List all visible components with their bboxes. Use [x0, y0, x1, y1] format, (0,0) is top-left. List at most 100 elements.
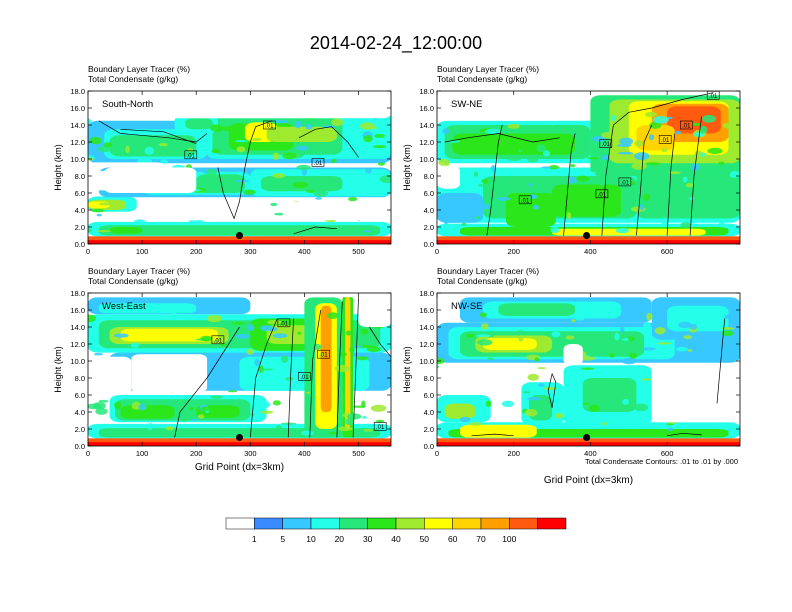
y-tick-label: 6.0 [75, 189, 85, 198]
shade-speck [645, 162, 661, 166]
shade-speck [688, 197, 695, 201]
contour-label-box [184, 150, 198, 160]
shade-speck [296, 164, 311, 171]
clear-region [437, 293, 652, 298]
shade-speck [97, 146, 111, 153]
shade-speck [213, 322, 226, 328]
contour-line [486, 124, 503, 236]
contour-line [309, 309, 322, 438]
contour-line [444, 133, 560, 143]
shade-speck [272, 400, 281, 406]
shade-speck [272, 173, 286, 179]
clear-region [651, 365, 740, 423]
shade-speck [202, 171, 208, 174]
contour-line [298, 126, 359, 158]
shade-speck [91, 209, 105, 213]
shade-speck [362, 230, 372, 233]
subtitle-tracer: Boundary Layer Tracer (%) [437, 266, 539, 276]
shade-speck [481, 203, 490, 210]
shade-speck [680, 222, 691, 228]
figure-title: 2014-02-24_12:00:00 [310, 33, 482, 54]
shade-region [667, 305, 729, 332]
shade-speck [200, 406, 214, 411]
shade-speck [210, 124, 224, 132]
shade-speck [356, 356, 369, 361]
shade-speck [634, 152, 650, 161]
shade-speck [683, 335, 693, 340]
contour-label-box [262, 120, 276, 130]
shade-region [460, 424, 537, 438]
shade-speck [523, 391, 531, 394]
shade-speck [443, 218, 449, 225]
y-tick-label: 16.0 [419, 306, 434, 315]
shade-speck [628, 352, 638, 359]
shade-speck [370, 404, 387, 412]
clear-region [437, 91, 491, 117]
shade-speck [618, 151, 634, 155]
shade-speck [533, 204, 539, 210]
shade-speck [242, 189, 256, 195]
clear-region [437, 365, 522, 391]
shade-speck [707, 147, 723, 154]
shade-region [320, 305, 332, 413]
contour-line [636, 124, 653, 236]
shade-speck [721, 330, 734, 337]
shade-speck [666, 423, 674, 426]
colorbar-label: 70 [476, 534, 486, 544]
y-tick-label: 18.0 [70, 289, 85, 298]
shade-speck [642, 347, 656, 351]
panel-label: West-East [102, 301, 146, 312]
shade-speck [668, 171, 681, 175]
shade-speck [363, 135, 373, 143]
shade-speck [352, 405, 367, 408]
shade-speck [657, 342, 672, 345]
contour-line [689, 116, 702, 236]
y-axis-label: Height (km) [53, 346, 63, 393]
colorbar-swatch [452, 517, 482, 530]
shade-speck [666, 116, 673, 119]
shade-region [120, 405, 175, 419]
x-tick-label: 400 [584, 247, 597, 256]
shade-speck [477, 184, 486, 187]
shade-speck [646, 312, 653, 321]
shade-speck [538, 383, 545, 387]
shade-speck [442, 128, 449, 135]
clear-region [88, 293, 391, 298]
y-tick-label: 14.0 [70, 323, 85, 332]
shade-speck [258, 365, 264, 373]
y-tick-label: 14.0 [419, 323, 434, 332]
colorbar: 1 5 10 20 30 40 50 60 70 100 [225, 517, 567, 544]
subtitle-condensate: Total Condensate (g/kg) [437, 276, 527, 286]
y-tick-label: 6.0 [424, 391, 434, 400]
subtitle-condensate: Total Condensate (g/kg) [88, 74, 178, 84]
y-tick-label: 6.0 [75, 391, 85, 400]
shade-speck [611, 114, 616, 122]
contour-label-box [658, 135, 672, 144]
y-tick-label: 14.0 [70, 121, 85, 130]
shade-speck [536, 144, 546, 153]
colorbar-label: 50 [420, 534, 430, 544]
panel-west-east: .01 .01 .01 .01 .01 West-East Boundary Layer T… [53, 266, 392, 473]
y-tick-label: 10.0 [70, 357, 85, 366]
y-tick-label: 10.0 [419, 155, 434, 164]
contour-line [249, 318, 278, 438]
shade-region [109, 227, 143, 234]
shade-speck [633, 403, 649, 412]
shade-speck [262, 368, 274, 371]
shade-speck [689, 323, 698, 330]
subtitle-condensate: Total Condensate (g/kg) [437, 74, 527, 84]
shade-speck [288, 315, 293, 319]
shade-speck [631, 181, 636, 186]
shade-region [636, 167, 740, 219]
shade-speck [252, 398, 261, 405]
location-marker [583, 232, 591, 239]
shade-speck [210, 395, 223, 399]
shade-speck [379, 175, 391, 183]
shade-speck [644, 111, 658, 118]
y-tick-label: 4.0 [424, 408, 434, 417]
colorbar-label: 10 [306, 534, 316, 544]
contour-line [352, 297, 359, 438]
y-tick-label: 16.0 [419, 104, 434, 113]
shade-speck [375, 419, 385, 423]
